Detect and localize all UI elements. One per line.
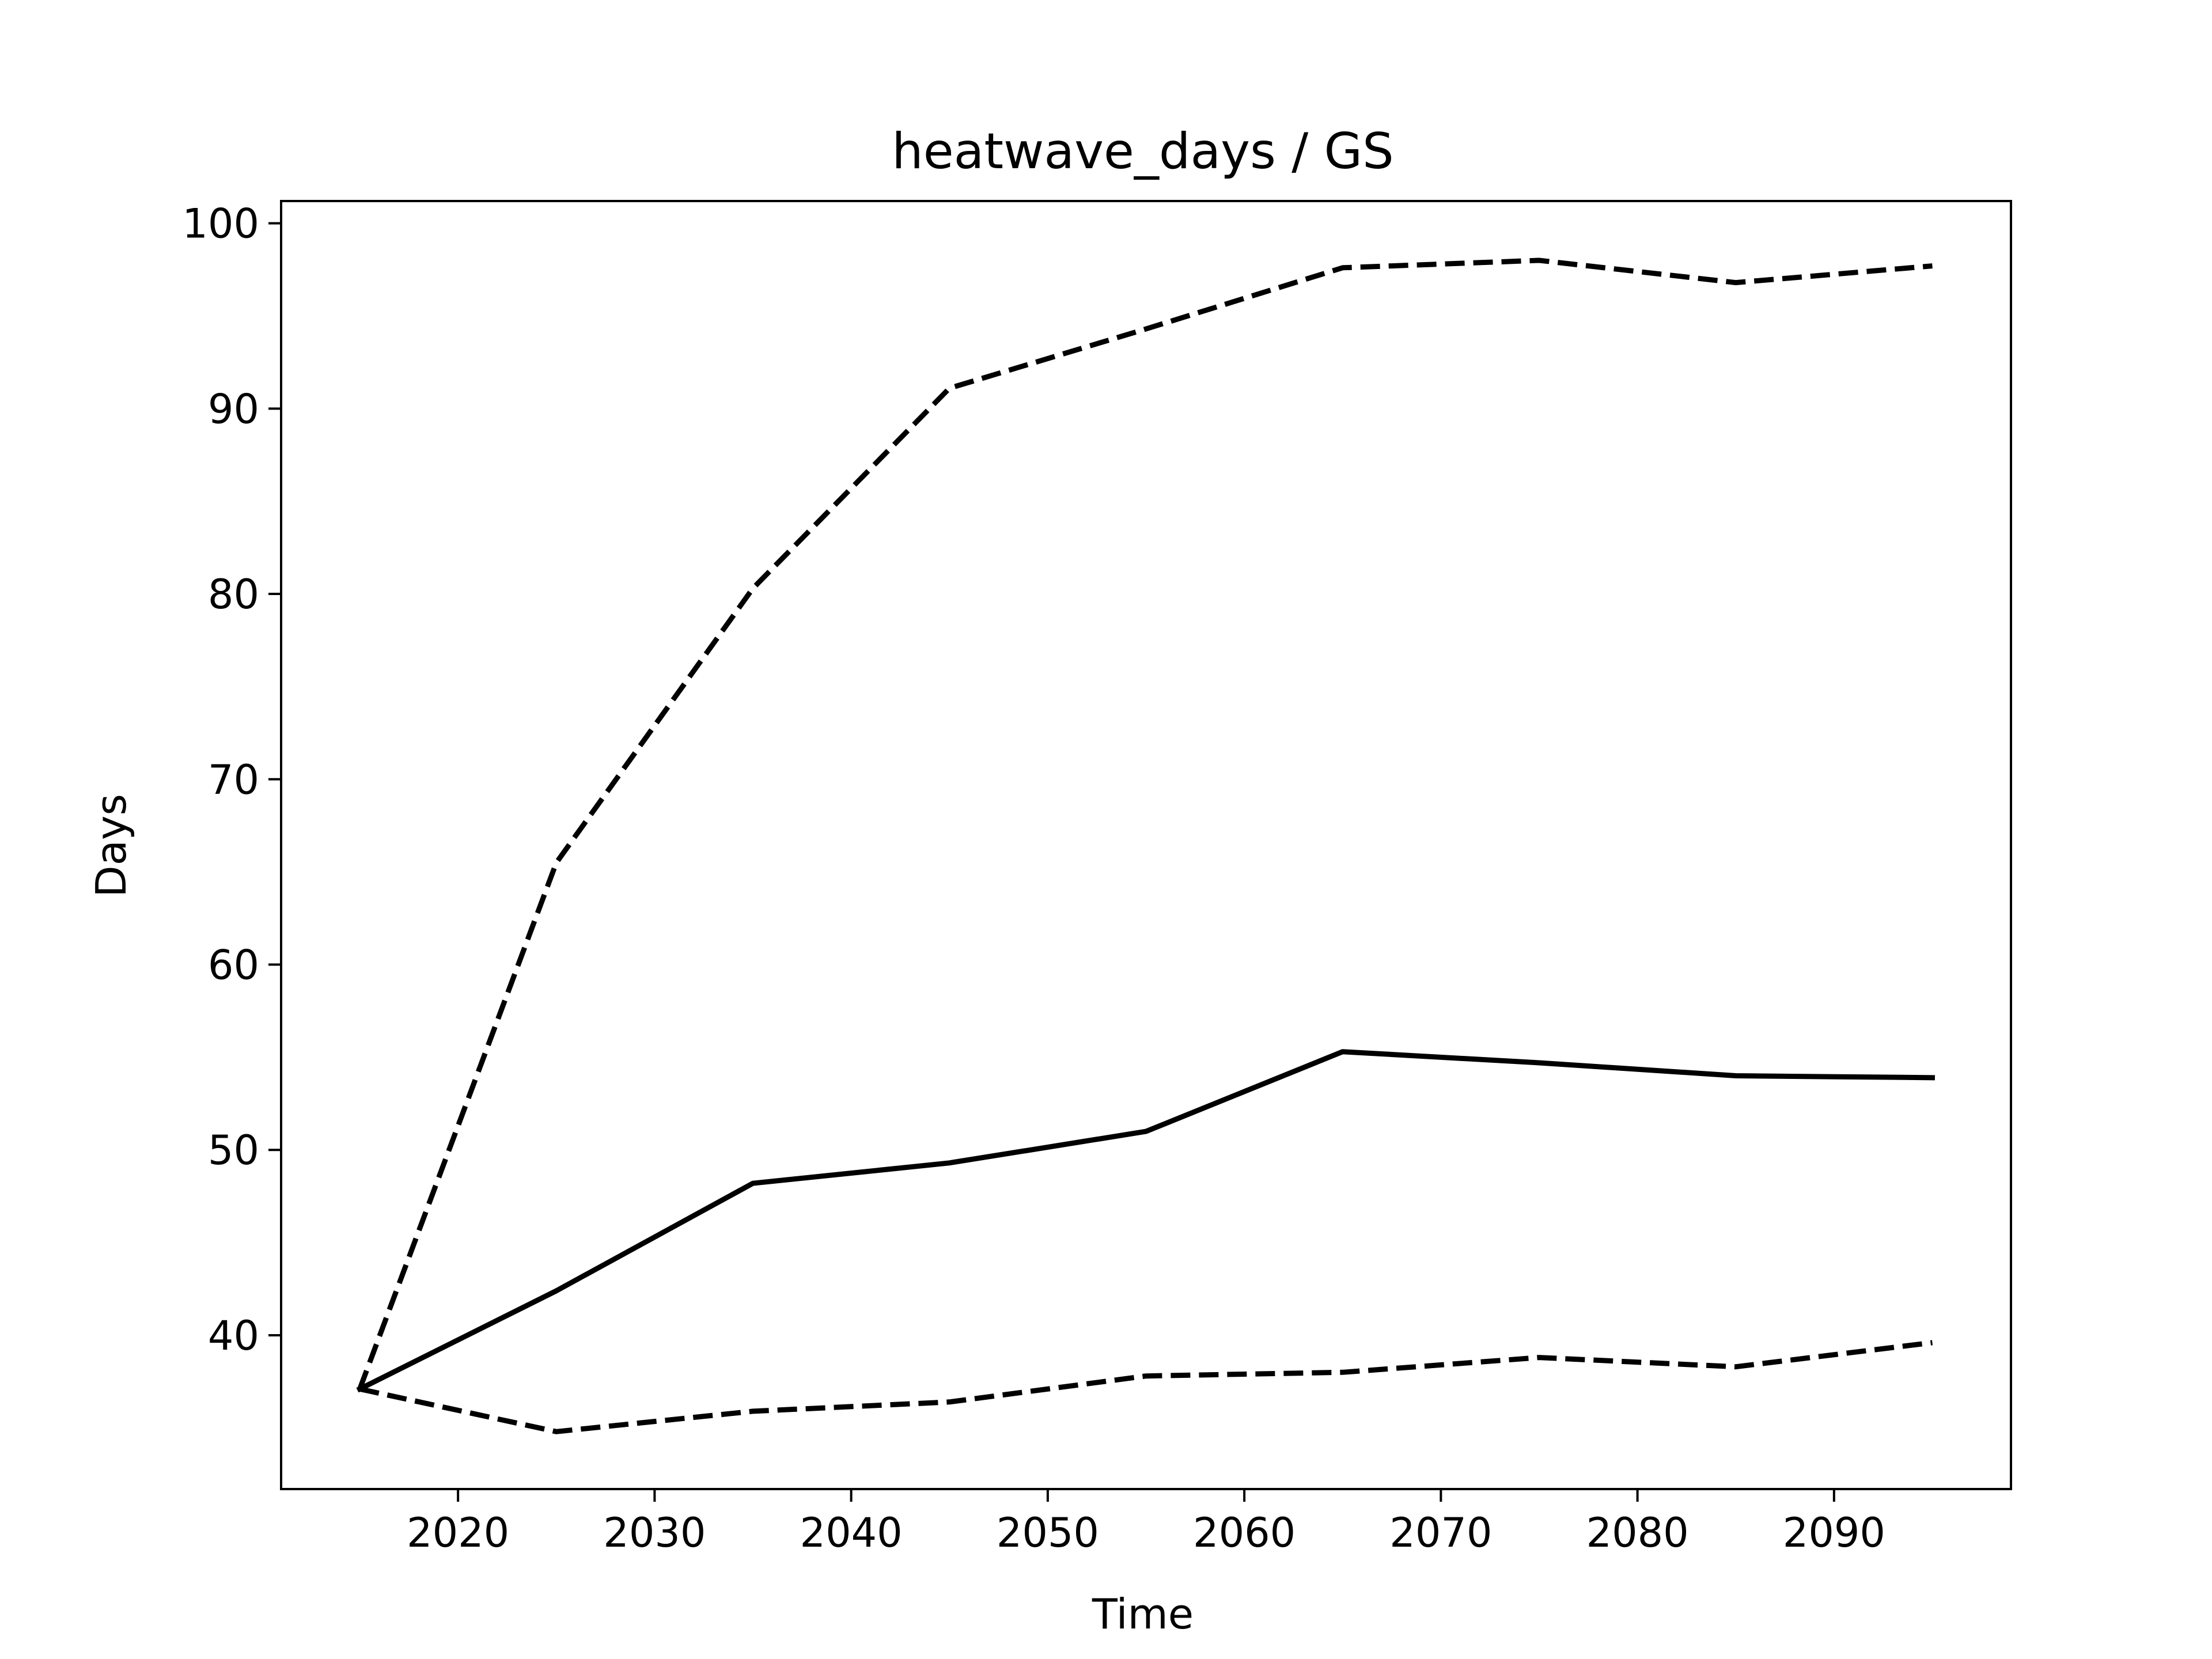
x-axis: 2020 2030 2040 2050 2060 2070 2080 2090: [407, 1489, 1885, 1556]
y-tick-label: 60: [208, 942, 259, 989]
x-tick-label: 2030: [603, 1509, 706, 1556]
series-line-2-dashed: [359, 1340, 1933, 1434]
y-tick-label: 90: [208, 385, 259, 433]
series-group: [356, 257, 1936, 1434]
x-axis-label: Time: [1092, 1590, 1194, 1638]
plot-frame: [280, 200, 2012, 1490]
y-tick-label: 50: [208, 1127, 259, 1174]
y-axis-label: Days: [87, 794, 135, 897]
plot-area: [280, 200, 2012, 1490]
y-tick-label: 70: [208, 756, 259, 804]
series-line-1-dashed: [357, 257, 1933, 1390]
x-tick-label: 2020: [407, 1509, 509, 1556]
x-tick-label: 2080: [1586, 1509, 1689, 1556]
x-tick-label: 2070: [1389, 1509, 1492, 1556]
x-tick-label: 2090: [1783, 1509, 1885, 1556]
x-tick-label: 2050: [997, 1509, 1099, 1556]
y-tick-label: 80: [208, 571, 259, 618]
series-line-0-solid: [356, 1049, 1936, 1393]
x-tick-label: 2060: [1193, 1509, 1296, 1556]
y-tick-label: 100: [182, 200, 259, 248]
x-tick-label: 2040: [800, 1509, 903, 1556]
y-tick-label: 40: [208, 1312, 259, 1359]
chart-title: heatwave_days / GS: [892, 123, 1394, 180]
y-axis: 40 50 60 70 80 90 100: [182, 200, 281, 1359]
